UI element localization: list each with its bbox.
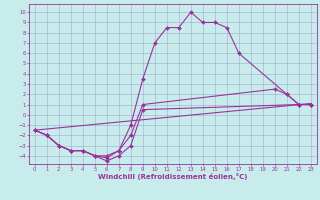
X-axis label: Windchill (Refroidissement éolien,°C): Windchill (Refroidissement éolien,°C) <box>98 173 247 180</box>
